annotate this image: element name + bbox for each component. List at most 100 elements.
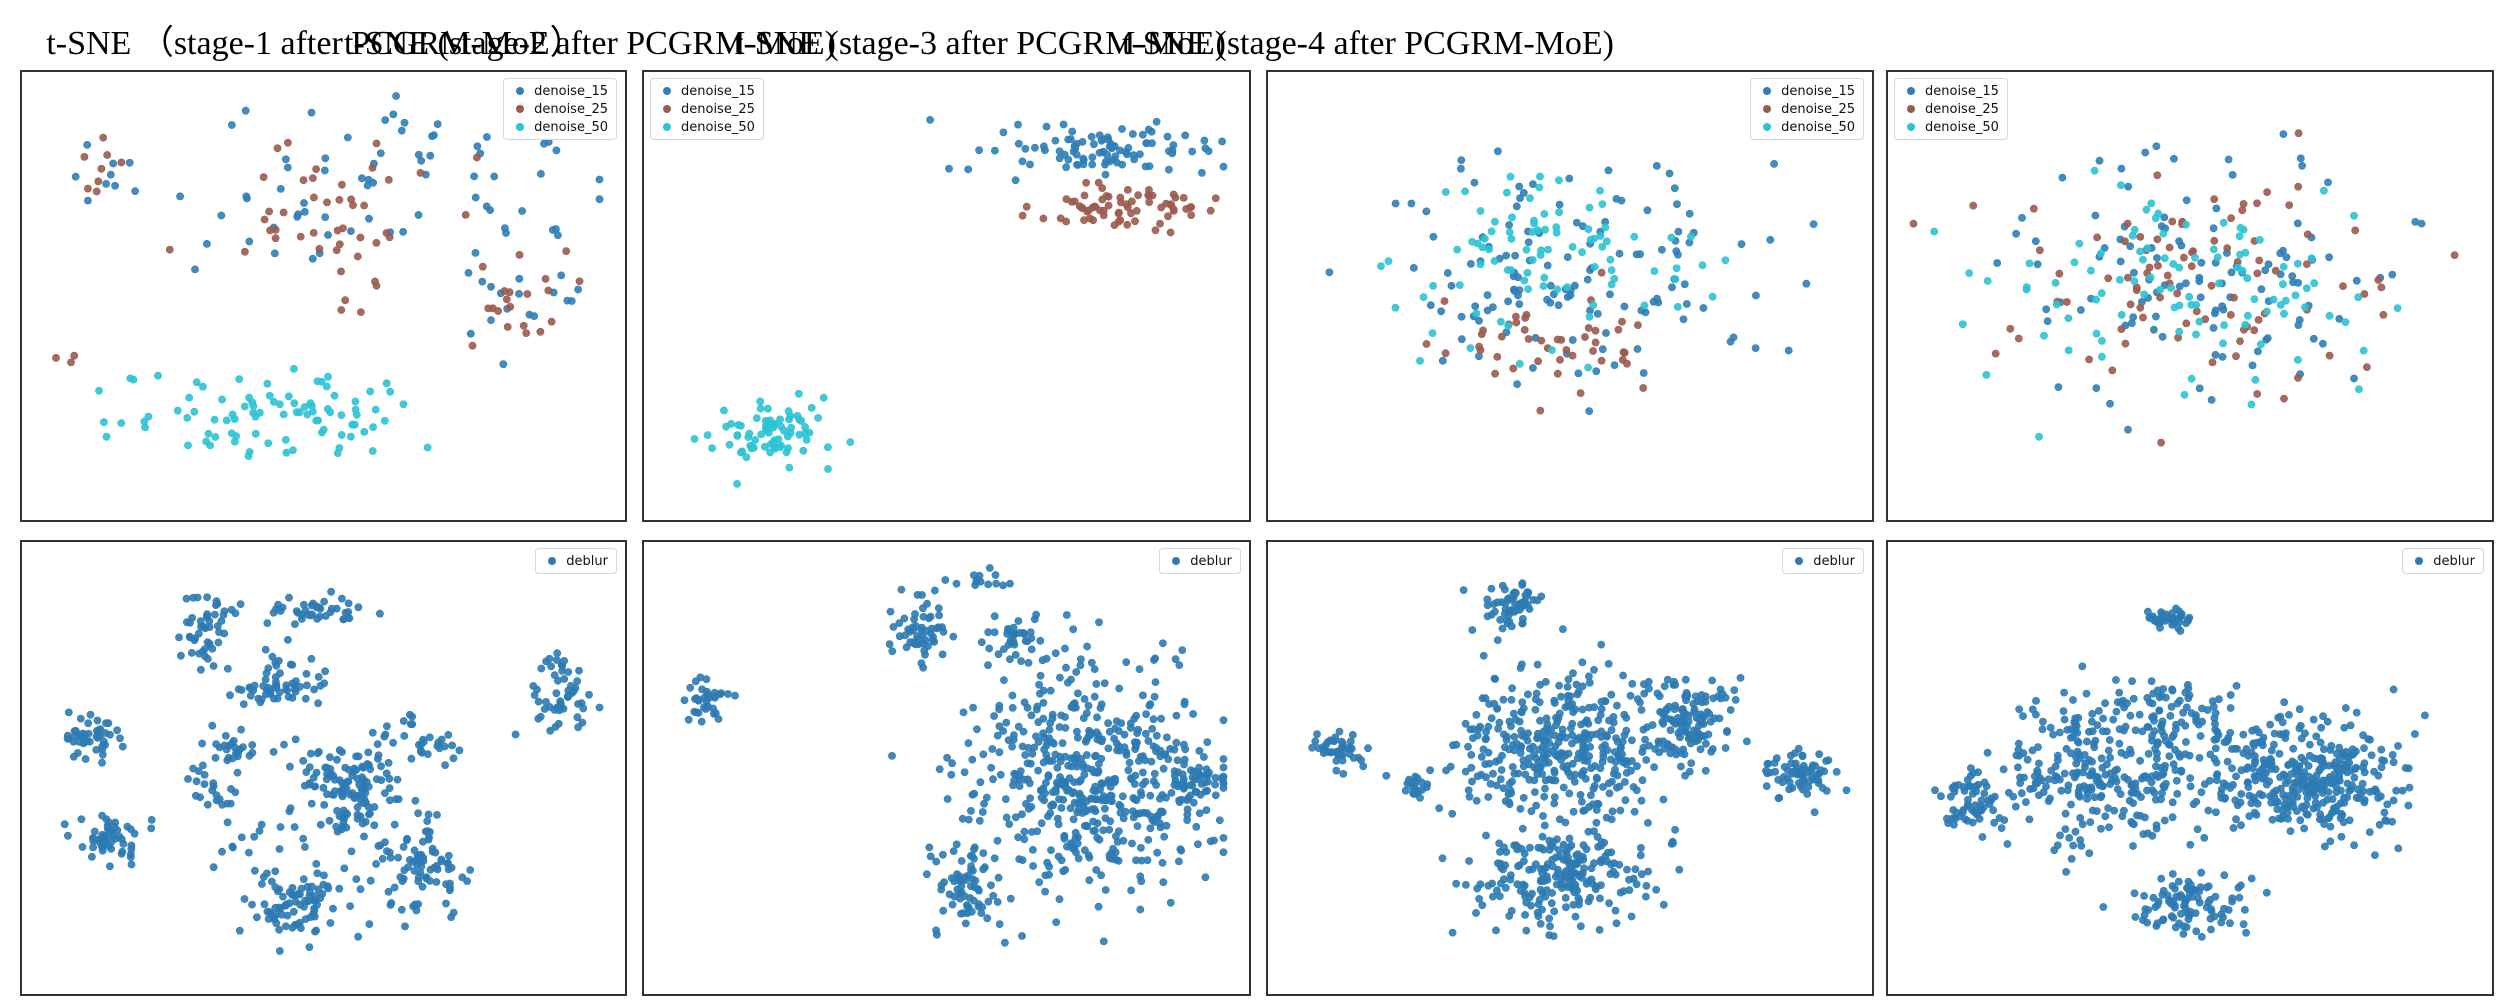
point-deblur [987, 881, 995, 890]
point-deblur [333, 806, 341, 815]
point-deblur [2177, 612, 2186, 621]
point-deblur [2101, 699, 2109, 708]
point-deblur [1099, 826, 1108, 835]
point-denoise_25 [117, 158, 126, 167]
point-deblur [1509, 709, 1518, 718]
point-denoise_15 [1633, 345, 1642, 353]
point-deblur [1066, 804, 1075, 813]
point-denoise_15 [1570, 281, 1579, 290]
point-denoise_15 [1055, 154, 1064, 163]
point-deblur [78, 843, 87, 851]
point-deblur [968, 866, 977, 875]
point-deblur [333, 755, 341, 764]
point-denoise_50 [1428, 329, 1437, 337]
point-denoise_25 [2230, 293, 2238, 302]
point-denoise_15 [1652, 162, 1661, 170]
point-deblur [1620, 731, 1629, 740]
point-deblur [1538, 832, 1547, 841]
point-deblur [2088, 757, 2096, 766]
point-denoise_15 [1699, 304, 1708, 312]
point-deblur [271, 883, 280, 891]
point-deblur [1073, 689, 1082, 698]
point-deblur [288, 890, 297, 899]
point-deblur [978, 808, 987, 816]
point-deblur [1969, 769, 1978, 777]
point-deblur [2392, 786, 2401, 795]
point-denoise_15 [2175, 237, 2183, 246]
point-deblur [1219, 848, 1228, 857]
point-deblur [983, 914, 992, 923]
point-denoise_50 [1602, 237, 1611, 246]
point-denoise_50 [757, 430, 766, 439]
point-deblur [1630, 807, 1639, 816]
point-deblur [1051, 785, 1060, 793]
point-deblur [1726, 706, 1735, 714]
point-denoise_50 [2235, 232, 2244, 241]
point-deblur [1011, 813, 1020, 822]
point-deblur [1159, 764, 1168, 773]
point-deblur [2266, 754, 2275, 763]
point-deblur [2251, 739, 2260, 747]
point-deblur [686, 683, 695, 692]
point-denoise_25 [2285, 201, 2294, 209]
point-deblur [314, 699, 322, 708]
point-deblur [534, 714, 543, 723]
point-deblur [1605, 716, 1613, 725]
point-deblur [365, 810, 373, 819]
point-denoise_25 [52, 353, 60, 362]
point-deblur [290, 681, 299, 689]
point-deblur [1498, 751, 1506, 760]
point-denoise_50 [183, 413, 192, 422]
point-denoise_15 [1457, 312, 1466, 321]
point-denoise_15 [1014, 120, 1022, 129]
point-deblur [1505, 717, 1514, 726]
point-denoise_25 [2168, 217, 2177, 226]
point-deblur [1487, 584, 1496, 593]
point-deblur [2364, 735, 2373, 743]
point-deblur [1498, 581, 1507, 590]
point-denoise_15 [2129, 268, 2138, 277]
point-deblur [442, 899, 450, 908]
point-denoise_50 [399, 400, 408, 409]
point-deblur [2169, 760, 2178, 769]
point-deblur [1489, 769, 1497, 778]
point-deblur [1612, 734, 1620, 742]
point-deblur [356, 812, 365, 821]
point-deblur [1194, 840, 1202, 849]
point-deblur [1772, 754, 1781, 763]
point-denoise_15 [1583, 275, 1592, 284]
point-denoise_25 [2239, 200, 2248, 208]
point-denoise_50 [1496, 317, 1505, 326]
point-deblur [2072, 753, 2080, 761]
point-deblur [444, 865, 453, 874]
point-denoise_15 [131, 187, 139, 195]
point-denoise_15 [1682, 300, 1691, 308]
point-deblur [994, 873, 1003, 882]
point-denoise_50 [2215, 279, 2223, 288]
point-deblur [1494, 724, 1502, 733]
point-denoise_50 [1554, 176, 1563, 185]
point-deblur [1219, 772, 1228, 781]
point-denoise_25 [1134, 191, 1142, 200]
point-deblur [1558, 625, 1567, 633]
point-deblur [1598, 783, 1607, 791]
point-deblur [1069, 625, 1078, 634]
point-denoise_25 [506, 302, 515, 311]
point-deblur [1161, 750, 1170, 759]
point-deblur [1160, 832, 1169, 841]
point-deblur [1663, 675, 1672, 684]
point-deblur [1491, 757, 1500, 766]
point-deblur [288, 693, 297, 702]
point-denoise_15 [242, 194, 251, 203]
point-deblur [283, 911, 292, 920]
point-deblur [2316, 738, 2325, 747]
point-denoise_15 [1135, 150, 1144, 159]
point-deblur [463, 877, 471, 885]
point-denoise_25 [1422, 340, 1431, 348]
point-deblur [932, 926, 940, 935]
point-deblur [209, 779, 218, 788]
point-deblur [1763, 769, 1772, 778]
point-deblur [2332, 788, 2341, 797]
point-deblur [276, 823, 285, 831]
point-deblur [1485, 759, 1494, 768]
